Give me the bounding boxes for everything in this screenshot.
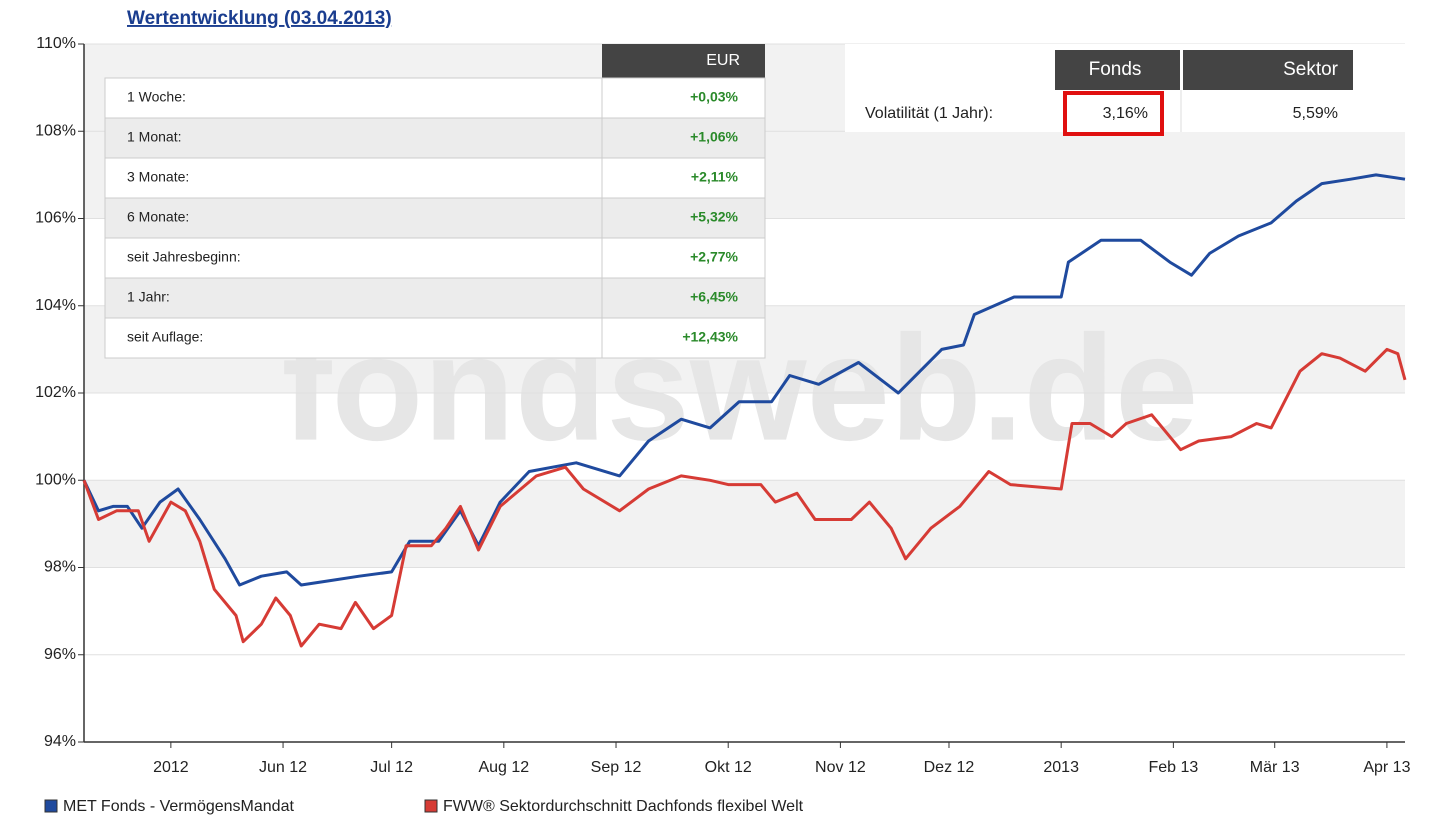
row-label: 6 Monate: xyxy=(127,209,189,225)
row-value: +5,32% xyxy=(690,209,738,225)
y-tick-label: 100% xyxy=(35,471,76,488)
series-line xyxy=(82,173,1406,587)
band xyxy=(84,480,1405,568)
y-tick-label: 94% xyxy=(44,733,76,750)
row-value: +2,11% xyxy=(691,169,739,185)
x-tick-label: Sep 12 xyxy=(591,759,642,776)
row xyxy=(104,277,766,319)
x-tick-label: Mär 13 xyxy=(1250,759,1300,776)
row-label: 1 Woche: xyxy=(127,89,186,105)
y-tick-label: 98% xyxy=(44,559,76,576)
row-label: 1 Jahr: xyxy=(127,289,170,305)
x-tick-label: 2012 xyxy=(153,759,189,776)
row-value: +2,77% xyxy=(690,249,738,265)
row xyxy=(104,197,766,239)
x-tick-label: Okt 12 xyxy=(705,759,752,776)
x-tick-label: Apr 13 xyxy=(1363,759,1410,776)
header-cell xyxy=(602,44,765,78)
row-value: +1,06% xyxy=(690,129,738,145)
row xyxy=(104,157,766,199)
y-tick-label: 104% xyxy=(35,297,76,314)
highlight xyxy=(1063,91,1164,136)
header-text: EUR xyxy=(706,52,740,69)
row-label: seit Auflage: xyxy=(127,329,203,345)
header-cell xyxy=(1183,50,1353,90)
y-tick-label: 108% xyxy=(35,122,76,139)
row-label: 3 Monate: xyxy=(127,169,189,185)
row xyxy=(104,77,766,119)
row-value: 5,59% xyxy=(1293,105,1338,122)
x-tick-label: Jul 12 xyxy=(370,759,413,776)
x-tick-label: Feb 13 xyxy=(1148,759,1198,776)
x-tick-label: Nov 12 xyxy=(815,759,866,776)
chart-title: Wertentwicklung (03.04.2013) xyxy=(127,8,392,29)
row-label: seit Jahresbeginn: xyxy=(127,249,241,265)
legend-label: MET Fonds - VermögensMandat xyxy=(63,798,294,815)
legend-label: FWW® Sektordurchschnitt Dachfonds flexib… xyxy=(443,798,804,815)
header-cell xyxy=(1055,50,1180,90)
series-line xyxy=(82,347,1407,648)
y-tick-label: 96% xyxy=(44,646,76,663)
y-tick-label: 106% xyxy=(35,210,76,227)
x-tick-label: Aug 12 xyxy=(478,759,529,776)
x-tick-label: Dez 12 xyxy=(924,759,975,776)
row xyxy=(104,237,766,279)
x-tick-label: Jun 12 xyxy=(259,759,307,776)
row-label: 1 Monat: xyxy=(127,129,181,145)
x-tick-label: 2013 xyxy=(1043,759,1079,776)
row-value: 3,16% xyxy=(1103,105,1148,122)
y-tick-label: 102% xyxy=(35,384,76,401)
header-text: Sektor xyxy=(1283,59,1339,80)
header-text: Fonds xyxy=(1089,59,1142,80)
row-value: +12,43% xyxy=(682,329,738,345)
row xyxy=(104,317,766,359)
row-value: +0,03% xyxy=(690,89,738,105)
row xyxy=(104,117,766,159)
y-tick-label: 110% xyxy=(36,35,76,52)
row-label: Volatilität (1 Jahr): xyxy=(865,105,993,122)
row-value: +6,45% xyxy=(690,289,738,305)
legend-swatch xyxy=(424,799,438,813)
legend-swatch xyxy=(44,799,58,813)
